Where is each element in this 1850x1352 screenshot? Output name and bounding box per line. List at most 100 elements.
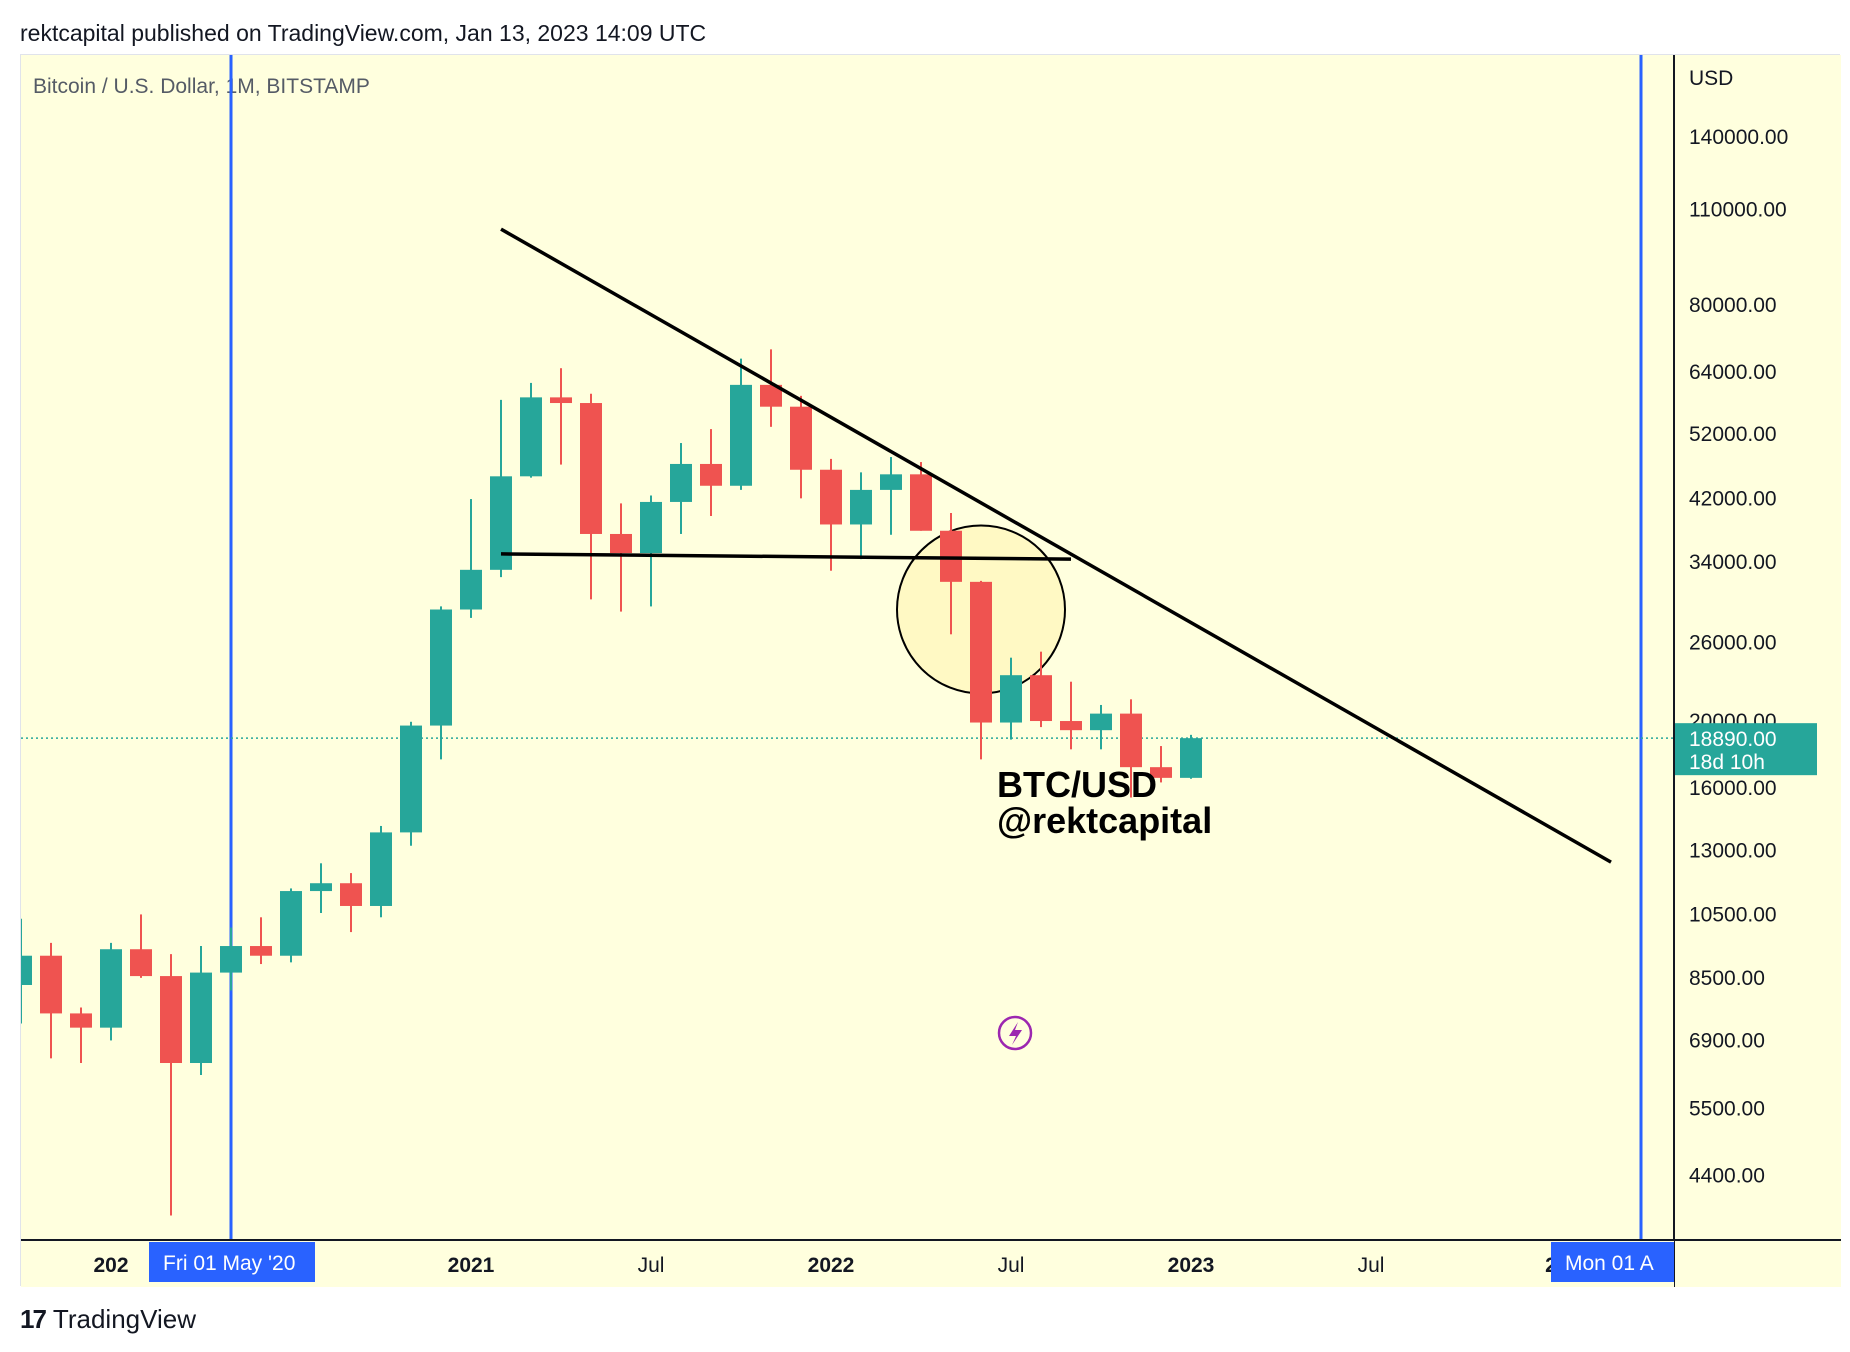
candle-body [580,403,602,534]
candle-2022-10 [1090,704,1112,750]
flash-icon [997,1015,1033,1051]
candle-body [970,581,992,723]
axis-corner [1675,1241,1840,1286]
candle-2021-03 [520,382,542,478]
candle-2019-11 [40,942,62,1059]
candle-2019-12 [70,1007,92,1064]
candle-2020-06 [250,917,272,965]
candle-body [21,955,32,985]
y-tick-label: 10500.00 [1689,903,1777,926]
x-tick-label: 202 [93,1254,128,1277]
y-tick-label: 140000.00 [1689,126,1788,149]
y-tick-label: 110000.00 [1689,198,1787,221]
x-tick-label: Jul [998,1254,1025,1277]
candle-body [1060,721,1082,731]
x-tick-label: 2022 [808,1254,855,1277]
candle-body [70,1013,92,1028]
footer-brand: TradingView [52,1304,196,1334]
annotation-line-1: BTC/USD [997,764,1157,805]
candle-body [220,946,242,973]
candle-body [790,406,812,470]
candle-2021-10 [730,358,752,490]
published-header: rektcapital published on TradingView.com… [20,20,707,46]
y-tick-label: 42000.00 [1689,487,1777,510]
y-tick-label: 16000.00 [1689,777,1777,800]
candle-body [460,569,482,610]
tradingview-logo-icon: 17 [20,1304,47,1334]
current-price-value: 18890.00 [1689,728,1777,751]
candle-2020-05 [220,927,242,991]
candle-body [880,474,902,490]
candle-body [370,832,392,906]
candle-body [1150,767,1172,778]
candle-body [1000,675,1022,723]
candle-body [280,891,302,956]
y-tick-label: 4400.00 [1689,1164,1765,1187]
candle-2022-02 [850,472,872,560]
candle-2020-12 [430,606,452,760]
x-tick-label: 2023 [1168,1254,1215,1277]
candle-body [700,463,722,486]
candle-2021-11 [760,349,782,427]
candle-2021-08 [670,443,692,534]
candle-2021-05 [580,393,602,600]
candle-2022-09 [1060,681,1082,750]
marker-label-may-2020: Fri 01 May '20 [163,1252,295,1275]
candle-body [490,476,512,570]
marker-badge-may-2020 [149,1242,315,1282]
candle-body [340,883,362,906]
candle-2021-04 [550,368,572,465]
candle-2021-01 [460,499,482,618]
candle-2022-07 [1000,657,1022,740]
y-tick-label: 5500.00 [1689,1097,1765,1120]
candle-2020-08 [310,863,332,913]
flash-icon-bolt [1009,1022,1022,1045]
candle-2020-07 [280,888,302,963]
candle-body [400,725,422,833]
candle-2019-10 [21,918,32,1024]
candle-2022-01 [820,458,842,571]
y-tick-label: 64000.00 [1689,361,1777,384]
footer: 17 TradingView [20,1304,196,1335]
candle-2020-10 [370,825,392,918]
candle-body [850,489,872,525]
candle-2020-02 [130,914,152,978]
candle-2021-06 [610,503,632,612]
candle-2022-12 [1150,746,1172,783]
annotation-line-2: @rektcapital [997,800,1212,841]
candle-2020-01 [100,942,122,1041]
candle-2020-11 [400,721,422,846]
candle-body [610,533,632,554]
candle-2022-08 [1030,651,1052,728]
candle-2022-06 [970,580,992,760]
candle-body [550,397,572,404]
support-line [500,552,1072,561]
candle-2020-04 [190,946,212,1075]
chart-frame[interactable]: Bitcoin / U.S. Dollar, 1M, BITSTAMP BTC/U… [20,54,1841,1287]
candle-body [100,949,122,1028]
candle-body [910,474,932,531]
candle-body [250,946,272,956]
candle-2020-03 [160,954,182,1216]
btc-usd-candlestick-chart[interactable]: Bitcoin / U.S. Dollar, 1M, BITSTAMP BTC/U… [21,55,1841,1287]
candle-body [760,384,782,407]
y-tick-label: 80000.00 [1689,294,1777,317]
candle-2020-09 [340,873,362,933]
candle-body [160,976,182,1064]
candle-body [190,972,212,1064]
y-tick-label: 13000.00 [1689,839,1777,862]
descending-trendline [500,227,1612,864]
candle-body [310,883,332,892]
marker-label-apr-2024: Mon 01 A [1565,1252,1654,1275]
candle-2022-04 [910,462,932,531]
currency-label: USD [1689,67,1733,90]
y-tick-label: 6900.00 [1689,1029,1765,1052]
candle-body [1090,713,1112,731]
candle-body [1120,713,1142,768]
candle-2023-01 [1180,734,1202,779]
y-tick-label: 8500.00 [1689,967,1765,990]
marker-badge-apr-2024 [1551,1242,1674,1282]
candle-body [820,469,842,525]
candle-body [520,397,542,477]
candle-2021-07 [640,495,662,607]
